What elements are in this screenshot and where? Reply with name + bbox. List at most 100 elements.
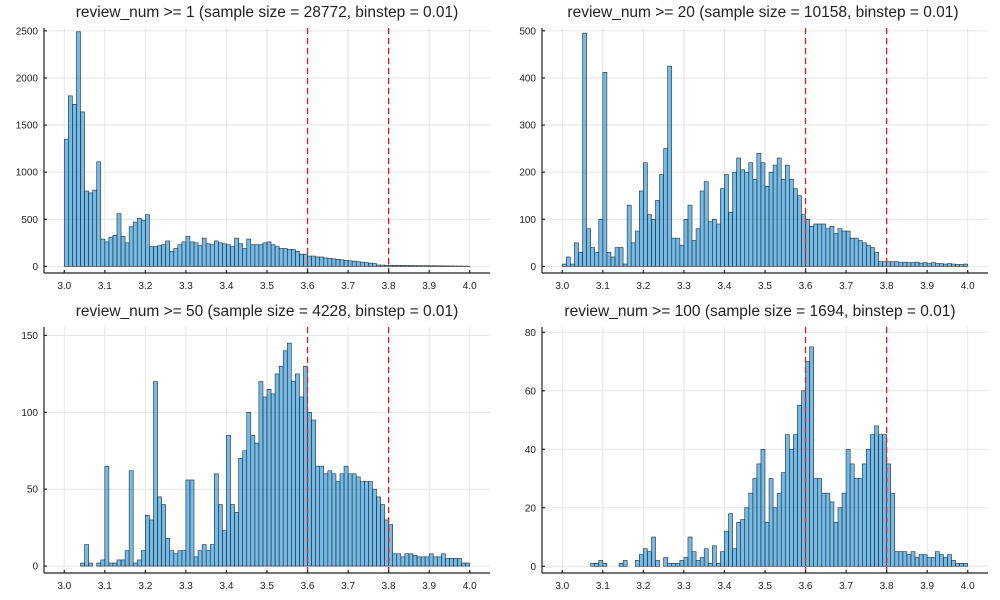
histogram-bar (109, 563, 113, 566)
histogram-bar (385, 265, 389, 266)
histogram-bar (312, 256, 316, 266)
x-tick-label: 3.0 (57, 581, 71, 592)
histogram-bar (952, 560, 956, 566)
histogram-bar (336, 259, 340, 266)
histogram-bar (733, 549, 737, 567)
histogram-bar (927, 264, 931, 267)
histogram-bar (927, 557, 931, 566)
histogram-bar (72, 104, 76, 266)
histogram-bar (85, 545, 89, 567)
histogram-bar (611, 257, 615, 266)
histogram-bar (656, 200, 660, 266)
histogram-bar (915, 262, 919, 266)
histogram-bar (417, 266, 421, 267)
histogram-bar (866, 245, 870, 266)
histogram-bar (368, 482, 372, 567)
histogram-bar (336, 482, 340, 567)
x-tick-label: 3.7 (839, 581, 853, 592)
histogram-bar (712, 219, 716, 266)
histogram-bar (704, 182, 708, 267)
histogram-bar (149, 520, 153, 566)
histogram-bar (206, 551, 210, 566)
histogram-bar (271, 245, 275, 267)
histogram-bar (170, 251, 174, 266)
histogram-bar (684, 557, 688, 566)
histogram-bar (429, 266, 433, 267)
histogram-bar (409, 554, 413, 566)
histogram-bar (781, 473, 785, 567)
histogram-bar (850, 238, 854, 266)
histogram-bar (235, 512, 239, 566)
histogram-bar (765, 522, 769, 566)
histogram-bar (773, 165, 777, 266)
histogram-bar (393, 265, 397, 266)
histogram-bar (931, 263, 935, 267)
histogram-bar (80, 563, 84, 566)
histogram-bar (761, 449, 765, 566)
histogram-bar (166, 538, 170, 566)
x-tick-label: 3.5 (758, 581, 772, 592)
histogram-bar (332, 474, 336, 566)
histogram-bar (854, 238, 858, 266)
histogram-bar (700, 191, 704, 266)
histogram-bar (324, 474, 328, 566)
histogram-bar (741, 519, 745, 566)
x-tick-label: 3.8 (880, 581, 894, 592)
histogram-bar (761, 163, 765, 267)
histogram-bar (186, 236, 190, 266)
histogram-bar (109, 237, 113, 266)
panel-title: review_num >= 1 (sample size = 28772, bi… (76, 4, 459, 21)
histogram-bar (153, 247, 157, 267)
x-tick-label: 3.1 (98, 581, 112, 592)
histogram-bar (591, 563, 595, 566)
histogram-bar (651, 537, 655, 566)
histogram-bar (668, 66, 672, 266)
histogram-bar (749, 163, 753, 267)
histogram-bar (170, 551, 174, 566)
histogram-bar (781, 179, 785, 266)
x-tick-label: 3.9 (422, 581, 436, 592)
histogram-bar (251, 435, 255, 566)
histogram-bar (372, 489, 376, 566)
histogram-bar (145, 515, 149, 566)
histogram-bar (587, 229, 591, 267)
x-tick-label: 3.9 (920, 581, 934, 592)
histogram-figure: review_num >= 1 (sample size = 28772, bi… (0, 0, 1000, 600)
histogram-bar (441, 266, 445, 267)
histogram-bar (413, 266, 417, 267)
histogram-bar (810, 347, 814, 566)
histogram-panel-4: review_num >= 100 (sample size = 1694, b… (525, 303, 988, 592)
histogram-bar (437, 266, 441, 267)
histogram-bar (822, 493, 826, 566)
histogram-bar (919, 263, 923, 266)
histogram-bar (899, 263, 903, 267)
histogram-bar (668, 563, 672, 566)
panel-title: review_num >= 50 (sample size = 4228, bi… (76, 303, 459, 320)
histogram-bar (105, 466, 109, 566)
x-tick-label: 3.8 (382, 581, 396, 592)
histogram-bar (599, 219, 603, 266)
histogram-bar (741, 170, 745, 267)
histogram-bar (692, 240, 696, 266)
y-tick-label: 500 (519, 26, 536, 37)
histogram-bar (651, 219, 655, 266)
histogram-bar (874, 426, 878, 566)
histogram-bar (303, 366, 307, 566)
histogram-bar (251, 245, 255, 267)
histogram-bar (810, 226, 814, 266)
x-tick-label: 3.6 (301, 281, 315, 292)
histogram-bar (287, 343, 291, 566)
x-tick-label: 3.0 (555, 281, 569, 292)
x-tick-label: 3.0 (57, 281, 71, 292)
histogram-bar (785, 435, 789, 567)
histogram-bar (117, 214, 121, 267)
histogram-bar (186, 480, 190, 566)
y-tick-label: 100 (519, 215, 536, 226)
histogram-bar (623, 264, 627, 266)
x-tick-label: 3.2 (138, 581, 152, 592)
histogram-bar (218, 505, 222, 567)
histogram-bar (566, 257, 570, 266)
histogram-bar (405, 265, 409, 266)
histogram-bar (854, 479, 858, 567)
histogram-bar (320, 257, 324, 266)
